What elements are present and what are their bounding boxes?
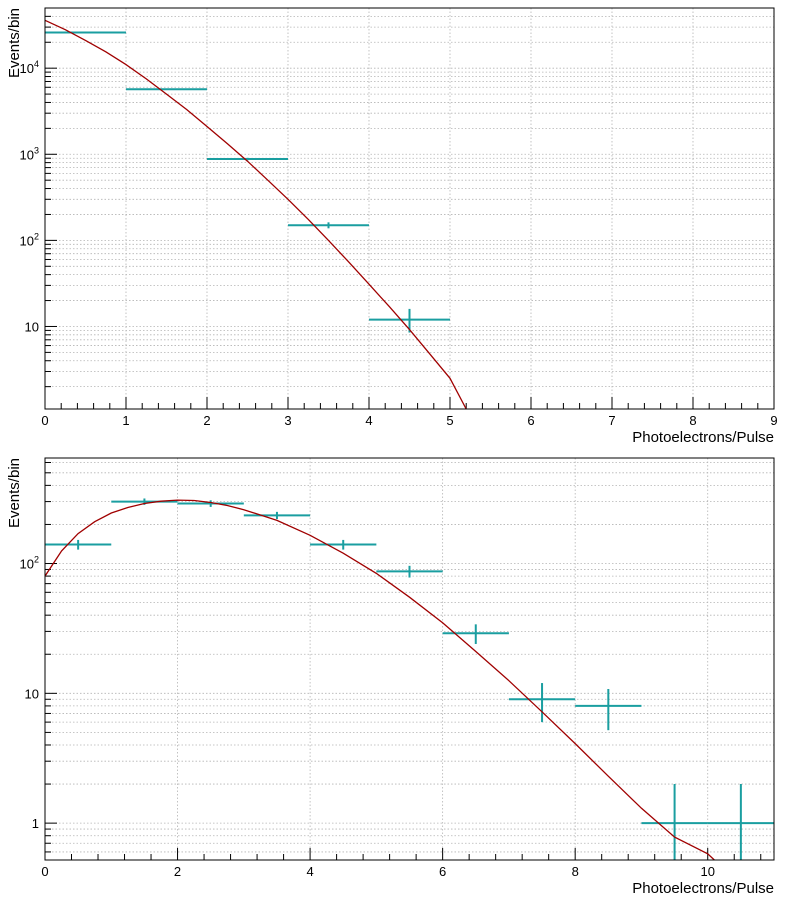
histogram-bin (442, 624, 509, 644)
histogram-bin (207, 157, 288, 161)
histogram-bin (369, 308, 450, 333)
y-axis-title: Events/bin (6, 8, 23, 78)
x-tick-label: 4 (365, 413, 372, 428)
chart-panel-1: 0 1 2 3 4 5 6 7 8 9 10 102 103 104 Photoelectrons/Puls… (6, 7, 778, 446)
plot-frame (44, 457, 775, 861)
x-tick-label: 8 (572, 864, 579, 879)
histogram-bin (177, 500, 244, 507)
chart-panel-2: 0 2 4 6 8 10 1 10 102 Photoelectrons/Pulse Events/… (6, 457, 775, 897)
histogram-bin (243, 511, 311, 520)
histogram-bin (310, 539, 377, 550)
histogram-bin (641, 784, 708, 860)
x-tick-label: 4 (306, 864, 313, 879)
y-tick-label: 103 (20, 145, 39, 162)
y-tick-label: 102 (20, 231, 39, 248)
histogram-bin (45, 539, 112, 550)
histogram-bin (707, 784, 774, 860)
x-tick-label: 9 (770, 413, 777, 428)
x-tick-label: 7 (608, 413, 615, 428)
y-tick-label: 1 (32, 816, 39, 831)
histogram-bin (126, 88, 207, 91)
x-tick-label: 0 (41, 864, 48, 879)
y-tick-label: 10 (25, 319, 39, 334)
plot-area (45, 8, 774, 409)
y-tick-label: 102 (20, 555, 39, 572)
x-tick-label: 2 (174, 864, 181, 879)
y-axis-title: Events/bin (6, 458, 23, 528)
fit-curve (45, 499, 715, 860)
x-tick-label: 5 (446, 413, 453, 428)
fit-curve (45, 19, 467, 409)
x-tick-label: 0 (41, 413, 48, 428)
x-tick-label: 3 (284, 413, 291, 428)
x-tick-label: 10 (700, 864, 714, 879)
x-tick-label: 8 (689, 413, 696, 428)
x-tick-label: 6 (527, 413, 534, 428)
x-axis-title: Photoelectrons/Pulse (632, 429, 774, 446)
histogram-bin (288, 222, 369, 229)
x-axis-title: Photoelectrons/Pulse (632, 880, 774, 897)
y-tick-label: 10 (25, 686, 39, 701)
histogram-bin (575, 688, 642, 731)
x-tick-label: 1 (122, 413, 129, 428)
plot-frame (44, 7, 775, 410)
y-tick-label: 104 (20, 59, 39, 76)
histogram-bin (508, 683, 576, 723)
x-tick-label: 2 (203, 413, 210, 428)
histogram-bin (376, 565, 443, 578)
plot-area (45, 458, 774, 860)
x-tick-label: 6 (439, 864, 446, 879)
